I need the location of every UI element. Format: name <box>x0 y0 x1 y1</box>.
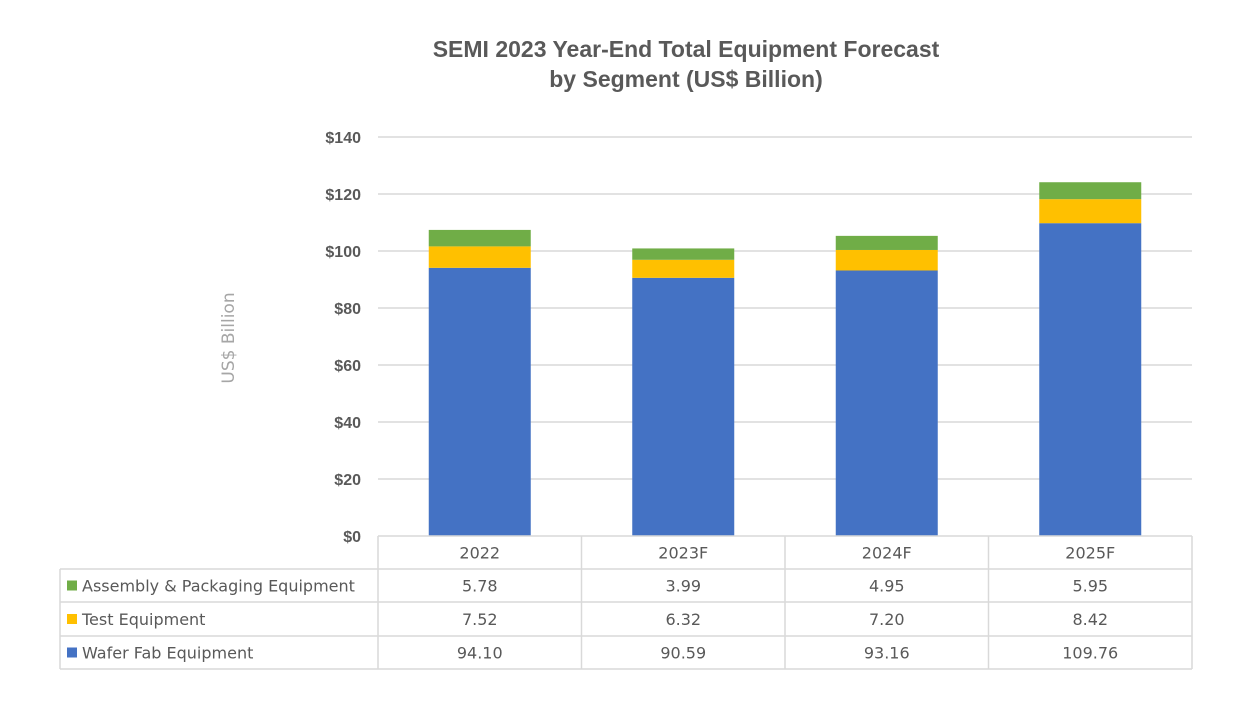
table-cell-value: 3.99 <box>665 577 701 596</box>
chart-title-line-2: by Segment (US$ Billion) <box>549 66 823 92</box>
y-tick-label: $20 <box>334 472 361 489</box>
table-cell-value: 4.95 <box>869 577 905 596</box>
table-cell-value: 6.32 <box>665 610 701 629</box>
bar-segment-wafer-fab-equipment <box>835 270 938 536</box>
bar-segment-assembly-packaging-equipment <box>632 248 735 260</box>
legend-label: Test Equipment <box>81 610 205 629</box>
y-tick-label: $100 <box>325 244 361 261</box>
table-cell-value: 94.10 <box>457 644 503 663</box>
bar-segment-assembly-packaging-equipment <box>1039 182 1142 200</box>
table-cell-value: 5.95 <box>1072 577 1108 596</box>
bar-segment-test-equipment <box>632 259 735 278</box>
table-cell-value: 93.16 <box>864 644 910 663</box>
legend-key <box>67 647 77 658</box>
bar-segment-assembly-packaging-equipment <box>428 229 531 247</box>
y-tick-label: $140 <box>325 130 361 147</box>
legend-key <box>67 580 77 591</box>
x-category-label: 2025F <box>1065 544 1115 563</box>
table-cell-value: 7.52 <box>462 610 498 629</box>
legend-label: Wafer Fab Equipment <box>82 644 253 663</box>
bar-segment-test-equipment <box>1039 199 1142 224</box>
bar-segment-test-equipment <box>428 246 531 268</box>
bar-segment-wafer-fab-equipment <box>1039 223 1142 536</box>
y-tick-label: $80 <box>334 301 361 318</box>
table-cell-value: 5.78 <box>462 577 498 596</box>
bar-segment-assembly-packaging-equipment <box>835 235 938 250</box>
y-tick-label: $0 <box>343 529 361 546</box>
table-cell-value: 109.76 <box>1062 644 1118 663</box>
bar-segment-test-equipment <box>835 249 938 271</box>
bar-segment-wafer-fab-equipment <box>632 277 735 536</box>
chart-title-line-1: SEMI 2023 Year-End Total Equipment Forec… <box>432 36 940 62</box>
y-tick-label: $60 <box>334 358 361 375</box>
x-category-label: 2022 <box>459 544 500 563</box>
legend-key <box>67 614 77 624</box>
y-tick-label: $40 <box>334 415 361 432</box>
chart-title: SEMI 2023 Year-End Total Equipment Forec… <box>0 34 1236 94</box>
y-tick-label: $120 <box>325 187 361 204</box>
legend-label: Assembly & Packaging Equipment <box>82 577 355 596</box>
table-cell-value: 8.42 <box>1072 610 1108 629</box>
bar-segment-wafer-fab-equipment <box>428 267 531 536</box>
y-axis-label: US$ Billion <box>219 292 239 383</box>
table-cell-value: 7.20 <box>869 610 905 629</box>
x-category-label: 2023F <box>658 544 708 563</box>
table-cell-value: 90.59 <box>660 644 706 663</box>
x-category-label: 2024F <box>862 544 912 563</box>
